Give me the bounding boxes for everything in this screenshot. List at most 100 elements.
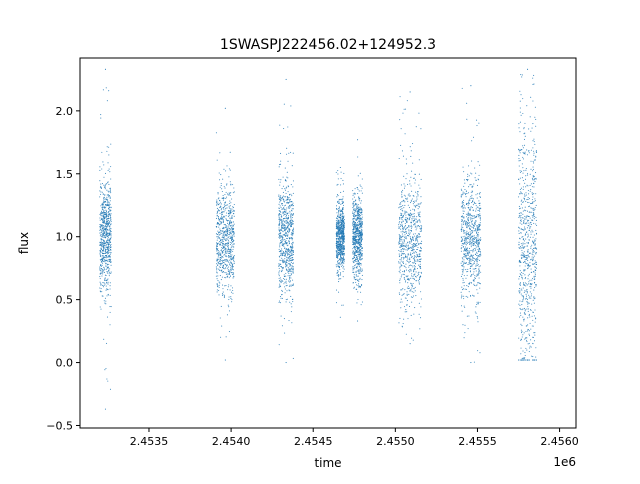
- data-point: [338, 219, 340, 222]
- data-point: [109, 191, 111, 193]
- data-point: [288, 240, 290, 242]
- data-point: [418, 225, 421, 228]
- data-point: [226, 212, 228, 214]
- data-point: [352, 195, 354, 197]
- data-point: [360, 285, 362, 288]
- data-point: [340, 184, 342, 186]
- data-point: [353, 218, 355, 220]
- data-point: [401, 274, 403, 276]
- data-point: [468, 291, 470, 293]
- data-point: [283, 245, 285, 247]
- data-point: [100, 187, 102, 189]
- data-point: [355, 250, 357, 252]
- data-point: [341, 200, 343, 202]
- data-point: [292, 230, 294, 232]
- data-point: [405, 275, 407, 277]
- data-point: [342, 227, 344, 229]
- data-point: [229, 211, 231, 213]
- data-point: [285, 278, 287, 280]
- data-point: [233, 243, 235, 245]
- data-point: [402, 288, 404, 290]
- data-point: [414, 246, 416, 248]
- data-point: [359, 235, 361, 237]
- data-point: [342, 239, 344, 241]
- data-point: [415, 236, 417, 238]
- data-point: [360, 185, 362, 187]
- data-point: [335, 171, 337, 173]
- data-point: [358, 269, 360, 271]
- data-point: [477, 206, 479, 208]
- data-point: [102, 239, 104, 241]
- data-point: [355, 230, 357, 232]
- data-point: [398, 226, 400, 228]
- data-point: [405, 246, 407, 248]
- data-point: [416, 227, 418, 229]
- data-point: [105, 213, 107, 215]
- data-point: [102, 240, 105, 242]
- data-point: [352, 252, 354, 254]
- data-point: [399, 301, 401, 303]
- data-point: [519, 304, 521, 306]
- data-point: [472, 257, 474, 259]
- data-point: [226, 256, 228, 258]
- data-point: [229, 237, 231, 239]
- data-point: [420, 291, 422, 293]
- data-point: [468, 239, 470, 241]
- data-point: [415, 204, 417, 206]
- data-point: [290, 213, 293, 215]
- data-point: [217, 275, 219, 277]
- data-point: [342, 224, 344, 226]
- data-point: [285, 299, 287, 301]
- data-point: [415, 205, 417, 207]
- data-point: [110, 214, 112, 216]
- data-point: [225, 218, 227, 220]
- data-point: [219, 206, 221, 208]
- data-point: [110, 272, 112, 274]
- data-point: [466, 247, 468, 249]
- data-point: [361, 231, 363, 233]
- data-point: [289, 280, 292, 282]
- data-point: [106, 281, 108, 284]
- data-point: [343, 247, 345, 249]
- data-point: [109, 204, 111, 206]
- data-point: [104, 297, 106, 299]
- data-point: [354, 228, 357, 230]
- data-point: [402, 220, 404, 222]
- data-point: [108, 168, 110, 170]
- data-point: [290, 217, 292, 219]
- data-point: [337, 262, 339, 264]
- data-point: [341, 228, 343, 230]
- data-point: [229, 228, 231, 230]
- data-point: [105, 220, 107, 222]
- data-point: [233, 191, 235, 193]
- data-point: [291, 265, 293, 267]
- data-point: [409, 260, 411, 263]
- data-point: [461, 273, 463, 275]
- data-point: [336, 184, 338, 186]
- data-point: [356, 212, 358, 214]
- data-point: [233, 272, 235, 274]
- data-point: [286, 186, 288, 188]
- data-point: [229, 255, 231, 257]
- data-point: [420, 230, 422, 232]
- data-point: [104, 274, 106, 276]
- data-point: [228, 330, 230, 333]
- data-point: [336, 226, 338, 229]
- data-point: [342, 236, 344, 238]
- data-point: [278, 255, 280, 257]
- data-point: [291, 235, 293, 237]
- data-point: [219, 243, 221, 245]
- data-point: [105, 205, 107, 207]
- data-point: [474, 268, 477, 270]
- data-point: [352, 269, 354, 271]
- data-point: [418, 212, 420, 214]
- data-point: [467, 254, 469, 256]
- data-point: [106, 231, 108, 233]
- data-point: [410, 289, 412, 291]
- data-point: [406, 249, 408, 251]
- data-point: [464, 224, 466, 226]
- data-point: [357, 275, 359, 277]
- data-point: [278, 218, 280, 220]
- data-point: [222, 247, 224, 249]
- data-point: [360, 223, 362, 226]
